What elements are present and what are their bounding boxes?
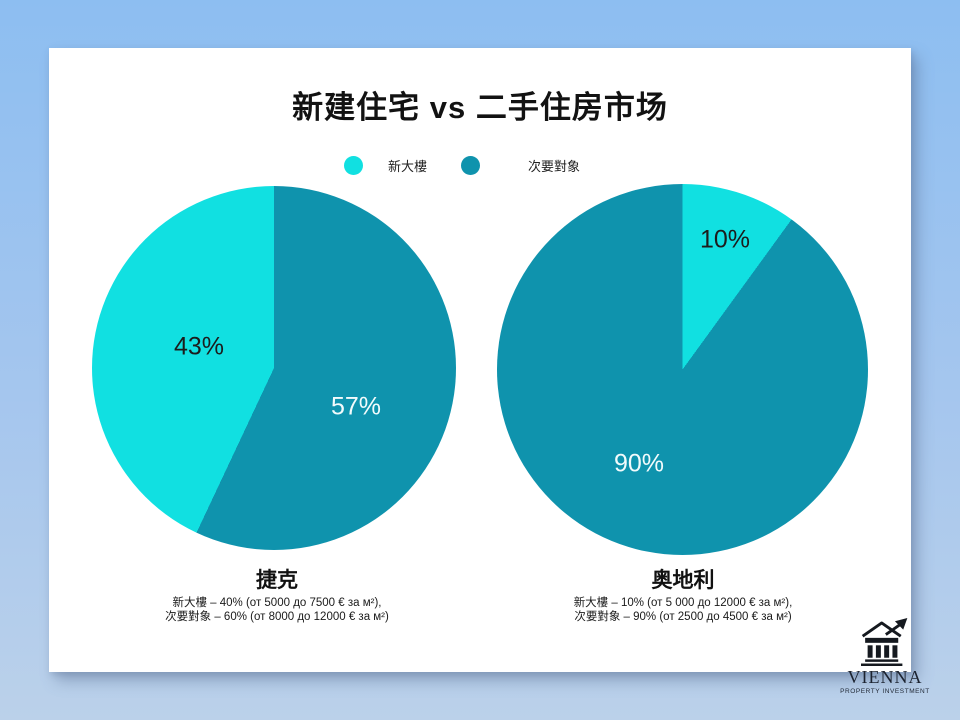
caption-note-czech-line2: 次要對象 – 60% (от 8000 до 12000 € за м²): [165, 610, 389, 623]
pie-label-czech-secondary: 57%: [330, 392, 382, 421]
pie-chart-czech: [92, 186, 456, 550]
caption-title-czech: 捷克: [256, 569, 298, 592]
caption-note-czech-line1: 新大樓 – 40% (от 5000 до 7500 € за м²),: [172, 597, 382, 609]
caption-title-austria: 奥地利: [651, 569, 715, 592]
caption-note-austria-line1: 新大樓 – 10% (от 5 000 до 12000 € за м²),: [573, 597, 793, 609]
vienna-building-icon: [861, 618, 908, 666]
chart-legend: 新大樓 次要對象: [344, 154, 580, 176]
legend-swatch-secondary: [461, 155, 481, 175]
vienna-logo: VIENNA PROPERTY INVESTMENT: [840, 618, 930, 695]
legend-label-new-buildings: 新大樓: [388, 158, 428, 174]
pie-label-austria-secondary: 90%: [613, 449, 665, 478]
pie-label-austria-new-buildings: 10%: [699, 225, 751, 254]
caption-czech: 捷克 新大樓 – 40% (от 5000 до 7500 € за м²), …: [107, 568, 447, 624]
legend-swatch-new-buildings: [344, 155, 363, 175]
caption-note-austria-line2: 次要對象 – 90% (от 2500 до 4500 € за м²): [574, 610, 792, 623]
logo-tagline-text: PROPERTY INVESTMENT: [840, 688, 930, 695]
caption-austria: 奥地利 新大樓 – 10% (от 5 000 до 12000 € за м²…: [513, 568, 853, 624]
pie-label-czech-new-buildings: 43%: [173, 332, 225, 361]
slide-canvas: 新建住宅 vs 二手住房市场 新大樓 次要對象 43% 57% 10% 90% …: [49, 48, 911, 672]
pie-chart-austria: [497, 184, 868, 555]
slide-title: 新建住宅 vs 二手住房市场: [292, 90, 668, 125]
legend-label-secondary: 次要對象: [528, 158, 581, 174]
logo-brand-text: VIENNA: [847, 667, 923, 687]
